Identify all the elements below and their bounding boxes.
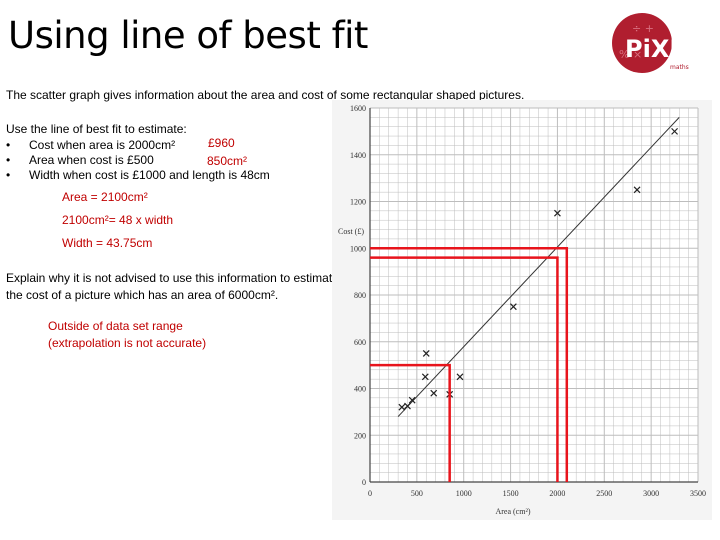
reading-line (370, 256, 559, 482)
data-point (671, 127, 678, 135)
y-axis-label: Cost (£) (338, 227, 364, 236)
svg-text:% ×: % × (619, 48, 642, 61)
x-tick-label: 3000 (643, 489, 659, 498)
task-item: Cost when area is 2000cm² (6, 138, 270, 153)
pixl-logo: ÷ + % × PiXL maths (612, 13, 689, 73)
x-tick-label: 2000 (549, 489, 565, 498)
prompt-text: Use the line of best fit to estimate: (6, 122, 187, 136)
y-tick-label: 1200 (350, 198, 366, 207)
data-point (430, 389, 438, 397)
x-tick-label: 2500 (596, 489, 612, 498)
answer-area: 850cm² (207, 154, 248, 168)
reading-line (370, 363, 451, 482)
y-tick-label: 1400 (350, 151, 366, 160)
y-tick-label: 1000 (350, 244, 366, 253)
answer-width-step1: Area = 2100cm² (62, 190, 148, 204)
data-point (633, 186, 641, 194)
answer-cost: £960 (208, 136, 235, 150)
explain-answer-line2: (extrapolation is not accurate) (48, 336, 207, 350)
x-tick-label: 500 (411, 489, 423, 498)
intro-text: The scatter graph gives information abou… (6, 88, 525, 102)
y-tick-label: 1600 (350, 104, 366, 113)
x-tick-label: 0 (368, 489, 372, 498)
data-point (422, 350, 430, 357)
answer-width-step3: Width = 43.75cm (62, 236, 153, 250)
slide-title: Using line of best fit (8, 14, 368, 57)
logo-text: PiXL (625, 35, 685, 63)
task-item: Width when cost is £1000 and length is 4… (6, 168, 270, 183)
reading-line (370, 247, 569, 482)
task-item: Area when cost is £500 (6, 153, 270, 168)
explain-text: Explain why it is not advised to use thi… (6, 271, 339, 302)
svg-text:÷ +: ÷ + (632, 22, 654, 35)
y-tick-label: 200 (354, 431, 366, 440)
answer-width-step2: 2100cm²= 48 x width (62, 213, 174, 227)
data-point (398, 403, 406, 411)
x-tick-label: 1500 (503, 489, 519, 498)
explain-answer-line1: Outside of data set range (48, 319, 183, 333)
data-point (456, 373, 464, 381)
data-point (554, 209, 561, 217)
x-tick-label: 1000 (456, 489, 472, 498)
data-point (421, 373, 429, 381)
x-tick-label: 3500 (690, 489, 706, 498)
y-tick-label: 600 (354, 338, 366, 347)
task-list: Cost when area is 2000cm² Area when cost… (6, 138, 270, 183)
data-point (404, 402, 411, 410)
x-axis-label: Area (cm²) (495, 507, 530, 516)
y-tick-label: 800 (354, 291, 366, 300)
y-tick-label: 400 (354, 385, 366, 394)
best-fit-line (397, 117, 680, 417)
data-point (509, 303, 517, 311)
logo-sub: maths (670, 64, 689, 71)
data-point (408, 396, 416, 404)
y-tick-label: 0 (362, 478, 366, 487)
explain-answer: Outside of data set range (extrapolation… (48, 318, 206, 352)
